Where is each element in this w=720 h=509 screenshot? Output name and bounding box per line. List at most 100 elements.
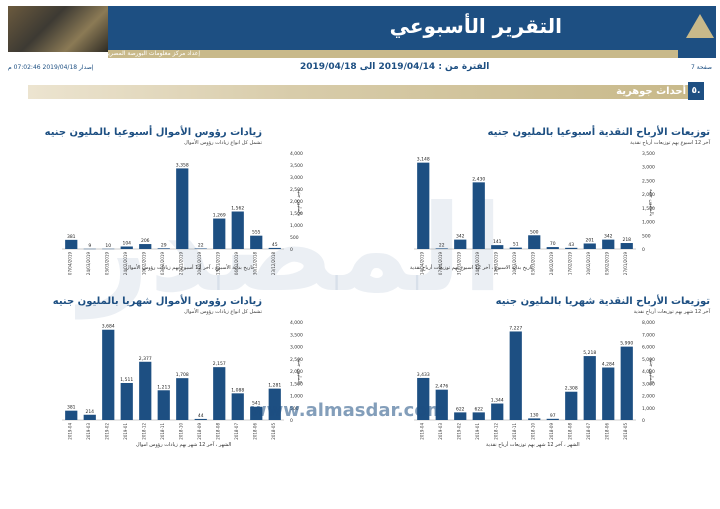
bar-value-label: 1,708	[176, 372, 189, 378]
report-period: الفترة من : 2019/04/14 الى 2019/04/18	[300, 62, 490, 72]
bar-value-label: 1,269	[213, 213, 226, 219]
bar	[176, 168, 189, 249]
bar	[583, 243, 596, 249]
x-tick-label: 17/03/2019	[493, 252, 498, 276]
bar	[435, 248, 448, 249]
y-tick-label: 3,000	[290, 345, 303, 351]
bar	[120, 382, 133, 420]
bar-value-label: 342	[456, 234, 465, 240]
y-tick-label: 0	[642, 418, 645, 424]
x-tick-label: 2018-05	[271, 423, 276, 440]
bar	[157, 390, 170, 420]
bar	[509, 247, 522, 249]
bar	[546, 247, 559, 249]
bar	[620, 243, 633, 249]
y-tick-label: 2,000	[642, 394, 655, 400]
chart-ylabel: بالمليون جنيه	[648, 358, 654, 386]
chart-subtitle: آخر 12 شهر بهم توزيعات أرباح نقدية	[633, 309, 710, 315]
bar-value-label: 104	[122, 241, 131, 247]
bar-value-label: 22	[439, 242, 445, 248]
y-tick-label: 7,000	[642, 332, 655, 338]
x-tick-label: 2019-01	[475, 423, 480, 440]
y-tick-label: 0	[642, 247, 645, 253]
bar-value-label: 2,377	[139, 356, 152, 362]
x-tick-label: 2018-08	[567, 423, 572, 440]
x-tick-label: 06/01/2019	[234, 252, 239, 276]
x-tick-label: 2018-07	[234, 423, 239, 440]
y-tick-label: 1,500	[290, 381, 303, 387]
y-tick-label: 500	[290, 406, 299, 412]
x-tick-label: 2018-11	[160, 423, 165, 440]
bar	[472, 182, 485, 249]
bar-value-label: 1,281	[268, 383, 281, 389]
bar-value-label: 5,218	[583, 350, 596, 356]
x-tick-label: 10/03/2019	[512, 252, 517, 276]
bar-value-label: 29	[161, 242, 167, 248]
bar	[250, 406, 263, 420]
x-tick-label: 30/12/2018	[252, 252, 257, 276]
y-tick-label: 2,000	[290, 199, 303, 205]
chart-panel-monthly-capital: زيادات رؤوس الأموال شهريا بالمليون جنيه …	[28, 296, 358, 448]
bar-value-label: 3,148	[417, 157, 430, 163]
bar	[157, 248, 170, 249]
bar	[565, 247, 578, 249]
chart-panel-monthly-dividends: توزيعات الأرباح النقدية شهريا بالمليون ج…	[380, 296, 710, 448]
bar-value-label: 43	[568, 242, 574, 248]
bar-value-label: 10	[105, 243, 111, 249]
bar	[213, 367, 226, 420]
y-tick-label: 0	[290, 418, 293, 424]
x-tick-label: 03/02/2019	[604, 252, 609, 276]
report-subtitle: إعداد مركز معلومات البورصة المصرية	[105, 50, 200, 57]
bar-value-label: 1,088	[231, 387, 244, 393]
x-tick-label: 14/04/2019	[419, 252, 424, 276]
bar	[176, 378, 189, 420]
bar-value-label: 214	[85, 409, 94, 415]
bar	[139, 361, 152, 420]
section-title: أحداث جوهرية	[616, 86, 686, 97]
y-tick-label: 1,500	[642, 206, 655, 212]
y-tick-label: 3,500	[290, 163, 303, 169]
bar	[583, 356, 596, 420]
x-tick-label: 10/02/2019	[586, 252, 591, 276]
y-tick-label: 1,000	[290, 223, 303, 229]
bar	[528, 418, 541, 420]
bar	[620, 346, 633, 420]
x-tick-label: 03/03/2019	[530, 252, 535, 276]
x-tick-label: 20/01/2019	[197, 252, 202, 276]
y-tick-label: 3,000	[290, 175, 303, 181]
bar	[250, 235, 263, 249]
x-tick-label: 2018-10	[178, 423, 183, 440]
bar	[546, 418, 559, 420]
bar-value-label: 44	[198, 413, 204, 419]
bar-value-label: 218	[622, 237, 631, 243]
y-tick-label: 2,500	[290, 187, 303, 193]
bar	[231, 211, 244, 249]
y-tick-label: 6,000	[642, 345, 655, 351]
bar-value-label: 4,284	[602, 362, 615, 368]
x-tick-label: 2018-12	[141, 423, 146, 440]
x-tick-label: 2018-09	[549, 423, 554, 440]
x-tick-label: 2018-08	[215, 423, 220, 440]
bar-value-label: 555	[252, 230, 261, 236]
bar	[602, 239, 615, 249]
y-tick-label: 2,500	[642, 178, 655, 184]
chart-xlabel: الشهر ، آخر 12 شهر بهم توزيعات أرباح نقد…	[486, 442, 580, 448]
bar	[102, 329, 115, 420]
y-tick-label: 4,000	[642, 369, 655, 375]
watermark-logo: المصدر	[80, 180, 504, 319]
bar-value-label: 141	[493, 239, 502, 245]
bar-value-label: 45	[272, 242, 278, 248]
y-tick-label: 8,000	[642, 320, 655, 326]
bar-value-label: 381	[67, 234, 76, 240]
x-tick-label: 24/03/2019	[86, 252, 91, 276]
chart-ylabel: بالمليون جنيه	[648, 189, 654, 217]
chart-monthly-capital: 0 500 1,000 1,500 2,000 2,500 3,000 3,500 4,000 3…	[62, 320, 303, 440]
y-tick-label: 3,000	[642, 381, 655, 387]
bar-value-label: 622	[474, 406, 483, 412]
x-tick-label: 2019-02	[456, 423, 461, 440]
x-tick-label: 03/03/2019	[104, 252, 109, 276]
bar-value-label: 2,157	[213, 361, 226, 367]
header-strip	[108, 50, 680, 58]
watermark-url: www.almasdar.com	[250, 400, 446, 421]
x-tick-label: 17/02/2019	[567, 252, 572, 276]
